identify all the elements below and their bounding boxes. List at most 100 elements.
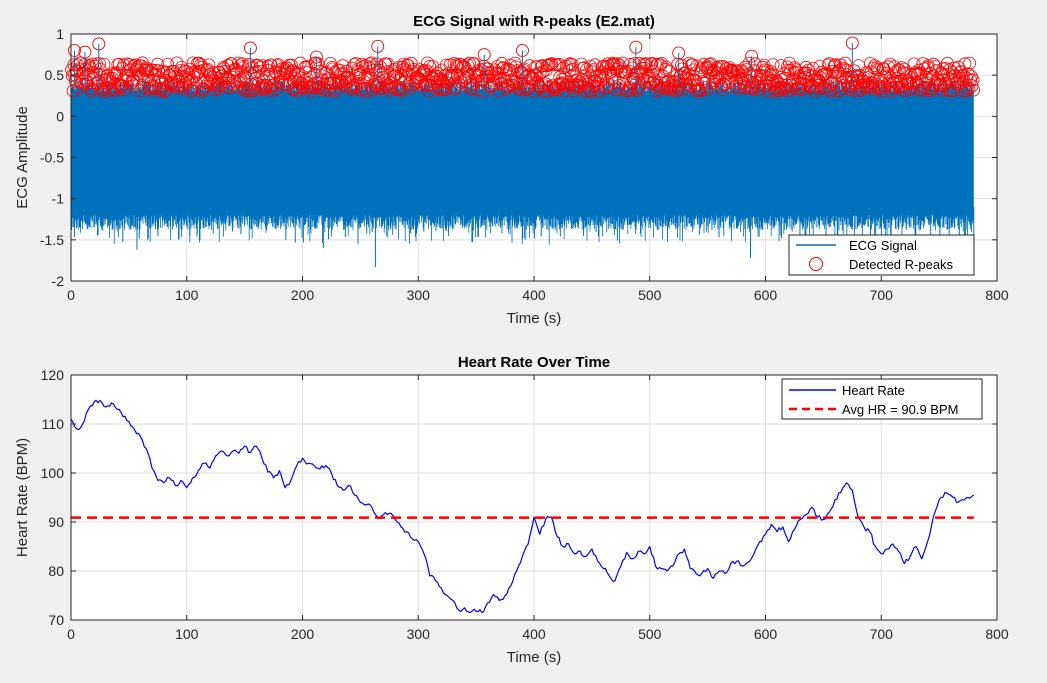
heart-rate-legend: Heart Rate Avg HR = 90.9 BPM [781, 378, 983, 420]
r-peak-marker [893, 64, 907, 77]
heart-rate-x-tick-label: 400 [522, 626, 546, 642]
heart-rate-x-tick-label: 300 [407, 626, 431, 642]
heart-rate-y-axis-label: Heart Rate (BPM) [14, 438, 31, 557]
r-peak-marker [304, 79, 318, 93]
r-peak-marker [927, 57, 941, 71]
ecg-x-tick-label: 600 [754, 287, 778, 303]
r-peak-marker [709, 71, 723, 85]
ecg-y-tick-label: -1 [52, 191, 65, 207]
r-peak-marker [962, 82, 976, 96]
r-peak-marker [823, 83, 837, 96]
r-peak-marker [228, 62, 242, 76]
heart-rate-chart: 0 100 200 300 400 500 600 700 800 70 80 90 100 110 120… [14, 354, 1009, 666]
ecg-ticks: 0 100 200 300 400 500 600 700 800 -2 -1.5 -1 -0.5 0 0.… [40, 26, 1009, 303]
heart-rate-y-tick-label: 80 [48, 563, 64, 579]
r-peak-marker [169, 77, 183, 91]
r-peak-marker [966, 73, 980, 87]
r-peak-marker [395, 84, 409, 97]
heart-rate-y-tick-label: 90 [48, 514, 64, 530]
ecg-x-tick-label: 700 [870, 287, 894, 303]
r-peak-marker [180, 65, 194, 78]
r-peak-marker [77, 77, 91, 91]
r-peak-marker [528, 68, 542, 82]
r-peak-marker [370, 57, 384, 71]
r-peak-marker [95, 70, 109, 84]
heart-rate-y-tick-label: 100 [41, 465, 65, 481]
r-peak-marker [97, 57, 111, 71]
r-peak-marker [185, 84, 199, 98]
r-peak-marker [486, 69, 500, 83]
r-peak-marker [650, 59, 663, 72]
r-peak-marker [954, 65, 968, 78]
r-peak-marker [518, 83, 532, 97]
heart-rate-data [70, 399, 975, 614]
r-peak-marker [963, 56, 977, 70]
r-peak-marker [782, 84, 796, 97]
r-peak-marker [233, 59, 247, 73]
r-peak-marker [940, 76, 953, 90]
ecg-y-tick-label: 0.5 [45, 67, 65, 83]
r-peak-marker [128, 79, 142, 93]
r-peak-marker [151, 57, 165, 71]
heart-rate-y-tick-label: 110 [42, 416, 65, 432]
ecg-chart: 0 100 200 300 400 500 600 700 800 -2 -1.5 -1 -0.5 0 0.… [14, 13, 1009, 327]
r-peak-marker [504, 73, 518, 87]
r-peak-marker [604, 66, 617, 79]
r-peak-marker [756, 60, 769, 74]
r-peak-marker [106, 82, 120, 96]
legend-avg-hr-label: Avg HR = 90.9 BPM [842, 402, 958, 417]
r-peak-marker [691, 77, 705, 91]
r-peak-marker [947, 69, 960, 83]
heart-rate-x-tick-label: 500 [638, 626, 662, 642]
heart-rate-x-axis-label: Time (s) [507, 649, 561, 666]
ecg-x-tick-label: 300 [407, 287, 431, 303]
r-peak-marker [231, 56, 245, 70]
legend-ecg-signal-label: ECG Signal [849, 238, 917, 253]
r-peak-marker [299, 65, 313, 79]
r-peak-marker [311, 57, 325, 71]
r-peak-marker [458, 61, 472, 74]
r-peak-marker [382, 83, 396, 97]
heart-rate-x-tick-label: 700 [870, 626, 894, 642]
r-peak-marker [958, 57, 972, 71]
legend-r-peak-marker-swatch [809, 257, 823, 271]
r-peak-marker [849, 84, 863, 97]
r-peak-marker [753, 83, 766, 96]
r-peak-marker [682, 56, 696, 70]
ecg-x-tick-label: 200 [291, 287, 315, 303]
r-peak-marker [547, 83, 561, 97]
r-peak-marker [461, 58, 475, 72]
r-peak-marker [442, 67, 456, 80]
r-peak-marker [462, 56, 476, 70]
r-peak-marker [248, 71, 262, 85]
ecg-y-tick-label: -0.5 [40, 150, 64, 166]
r-peak-marker [936, 62, 950, 76]
r-peak-marker [676, 82, 690, 96]
r-peak-marker [455, 75, 469, 89]
r-peak-marker [235, 57, 249, 71]
r-peak-marker [731, 64, 744, 78]
ecg-y-tick-label: -2 [52, 273, 65, 289]
heart-rate-legend-box [781, 378, 983, 420]
r-peak-marker [239, 70, 253, 84]
r-peak-marker [959, 84, 973, 98]
r-peak-marker [185, 73, 198, 86]
r-peak-marker [225, 78, 239, 92]
r-peak-marker [614, 65, 627, 79]
r-peak-marker [806, 62, 820, 75]
r-peak-marker [236, 61, 250, 74]
ecg-x-tick-label: 800 [985, 287, 1009, 303]
r-peak-marker [363, 57, 377, 71]
r-peak-marker [828, 58, 841, 72]
heart-rate-x-tick-label: 0 [67, 626, 75, 642]
r-peak-marker [284, 58, 298, 72]
r-peak-marker [93, 57, 106, 70]
ecg-x-axis-label: Time (s) [507, 310, 561, 327]
r-peak-marker [202, 58, 216, 72]
r-peak-marker [552, 57, 566, 71]
r-peak-marker [438, 83, 452, 97]
r-peak-marker [762, 84, 775, 98]
r-peak-marker [533, 66, 547, 80]
r-peak-marker [560, 60, 573, 73]
